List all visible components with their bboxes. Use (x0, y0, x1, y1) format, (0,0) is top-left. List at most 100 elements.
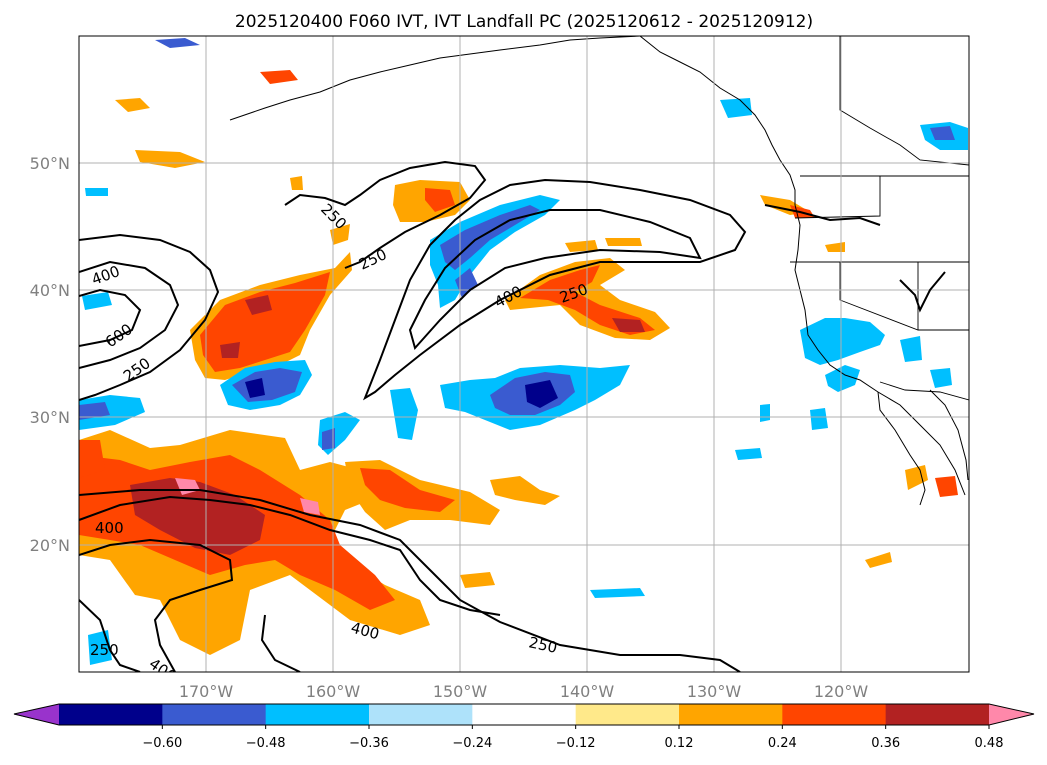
pc-neg-speck-8 (590, 588, 645, 598)
colorbar: −0.60 −0.48 −0.36 −0.24 −0.12 0.12 0.24 0.36 0.4… (13, 703, 1035, 751)
lat-labels: 20°N 30°N 40°N 50°N (30, 154, 70, 555)
ivt-contour-250-south (79, 489, 741, 672)
colorbar-tick-label: −0.60 (142, 736, 182, 751)
colorbar-segment (59, 704, 163, 725)
ivt-contour-250-north (284, 160, 487, 269)
ivt-contour-400-inner (408, 209, 702, 351)
pc-region-negative-coast (800, 318, 885, 365)
pc-region-north-plume-core (425, 188, 455, 212)
colorbar-tick-label: 0.36 (871, 736, 900, 751)
lon-labels: 170°W 160°W 150°W 140°W 130°W 120°W (179, 682, 869, 701)
colorbar-tick-label: −0.24 (452, 736, 492, 751)
lon-label: 170°W (179, 682, 234, 701)
pc-speck-n2 (260, 70, 298, 84)
colorbar-segment (679, 704, 783, 725)
colorbar-segment (885, 704, 990, 725)
pc-region-negative-coast-3 (900, 336, 922, 362)
ivt-contour-250-sw (79, 599, 141, 672)
pc-speck-n4 (290, 176, 303, 190)
colorbar-segments (14, 704, 1034, 725)
colorbar-segment (369, 704, 473, 725)
colorbar-tick-label: −0.48 (246, 736, 286, 751)
pc-speck-n1 (115, 98, 150, 112)
pc-neg-speck-10 (760, 404, 770, 422)
pc-region-coast-plume-peak (612, 318, 645, 332)
pc-region-negative-subtropic-w (390, 388, 418, 440)
contour-label: 400 (95, 519, 124, 537)
colorbar-outline (13, 703, 1035, 726)
ivt-contours (79, 160, 946, 672)
ivt-contour-400-south (79, 495, 501, 616)
lon-label: 140°W (560, 682, 615, 701)
ivt-contour-250-inland (899, 271, 946, 313)
colorbar-ticks: −0.60 −0.48 −0.36 −0.24 −0.12 0.12 0.24 0.36 0.4… (142, 725, 1004, 751)
ivt-contour-600-west (79, 288, 142, 347)
pc-speck-n9 (460, 572, 495, 588)
pc-region-central-plume-peak2 (220, 342, 240, 358)
pc-region-west-edge (79, 440, 105, 478)
colorbar-tick-label: −0.12 (556, 736, 596, 751)
pc-region-negative-subtropic-peak (525, 380, 558, 408)
contour-label: 250 (527, 633, 559, 657)
map-panel: 250 250 250 250 250 250 400 400 400 400 … (79, 36, 969, 672)
map-frame (78, 35, 970, 673)
pc-region-negative-coast-2 (825, 365, 860, 392)
colorbar-tick-label: 0.48 (975, 736, 1004, 751)
colorbar-extend-low (14, 704, 59, 725)
pc-speck-n5 (330, 224, 350, 245)
gridlines (79, 36, 969, 672)
ivt-contour-250-south2 (79, 538, 234, 672)
pc-neg-speck-3 (82, 292, 112, 310)
colorbar-tick-label: 0.24 (768, 736, 797, 751)
pc-speck-n15 (825, 242, 845, 252)
colorbar-extend-high (989, 704, 1034, 725)
coastlines (229, 36, 969, 506)
lat-label: 20°N (30, 536, 70, 555)
pc-shading (79, 38, 968, 665)
pc-speck-n7 (605, 238, 642, 246)
lon-label: 120°W (814, 682, 869, 701)
pc-neg-speck-1 (155, 38, 200, 48)
lon-label: 150°W (433, 682, 488, 701)
pc-region-central-plume-peak (245, 295, 272, 315)
pc-region-south-east-speck (490, 476, 560, 505)
colorbar-segment (782, 704, 887, 725)
pc-neg-speck-9 (735, 448, 762, 460)
pc-neg-speck-4 (720, 98, 752, 118)
colorbar-segment (162, 704, 267, 725)
ivt-contour-250-coast (764, 204, 881, 226)
lat-label: 50°N (30, 154, 70, 173)
colorbar-segment (575, 704, 680, 725)
figure-title: 2025120400 F060 IVT, IVT Landfall PC (20… (235, 12, 813, 32)
pc-region-negative-west-peak (245, 378, 265, 398)
pc-speck-n10 (865, 552, 892, 568)
lat-label: 40°N (30, 281, 70, 300)
borders (790, 36, 969, 401)
contour-label: 250 (90, 641, 119, 659)
pc-region-south-band-east-core (360, 468, 455, 512)
pc-region-negative-west-edge-core (79, 402, 110, 420)
pc-neg-speck-2 (85, 188, 108, 196)
lat-label: 30°N (30, 408, 70, 427)
ivt-contour-400-west (79, 260, 180, 369)
pc-region-negative-coast-5 (810, 408, 828, 430)
ivt-contour-250-west (79, 233, 220, 401)
pc-region-negative-coast-4 (930, 368, 952, 388)
pc-speck-n12 (935, 476, 958, 497)
colorbar-segment (472, 704, 577, 725)
pc-speck-n11 (905, 465, 928, 490)
pc-speck-n6 (565, 240, 598, 252)
ivt-contour-250-main (362, 178, 747, 401)
pc-speck-n8 (175, 595, 198, 622)
lon-label: 160°W (306, 682, 361, 701)
ivt-contour-250-bottom (260, 614, 301, 672)
lon-label: 130°W (687, 682, 742, 701)
pc-neg-speck-6 (930, 126, 955, 140)
pc-region-negative-jet-core (440, 205, 540, 270)
colorbar-tick-label: 0.12 (665, 736, 694, 751)
pc-region-south-band-max2 (300, 498, 320, 515)
colorbar-segment (265, 704, 370, 725)
colorbar-tick-label: −0.36 (349, 736, 389, 751)
pc-region-negative-subtropic-w2c (322, 428, 335, 450)
